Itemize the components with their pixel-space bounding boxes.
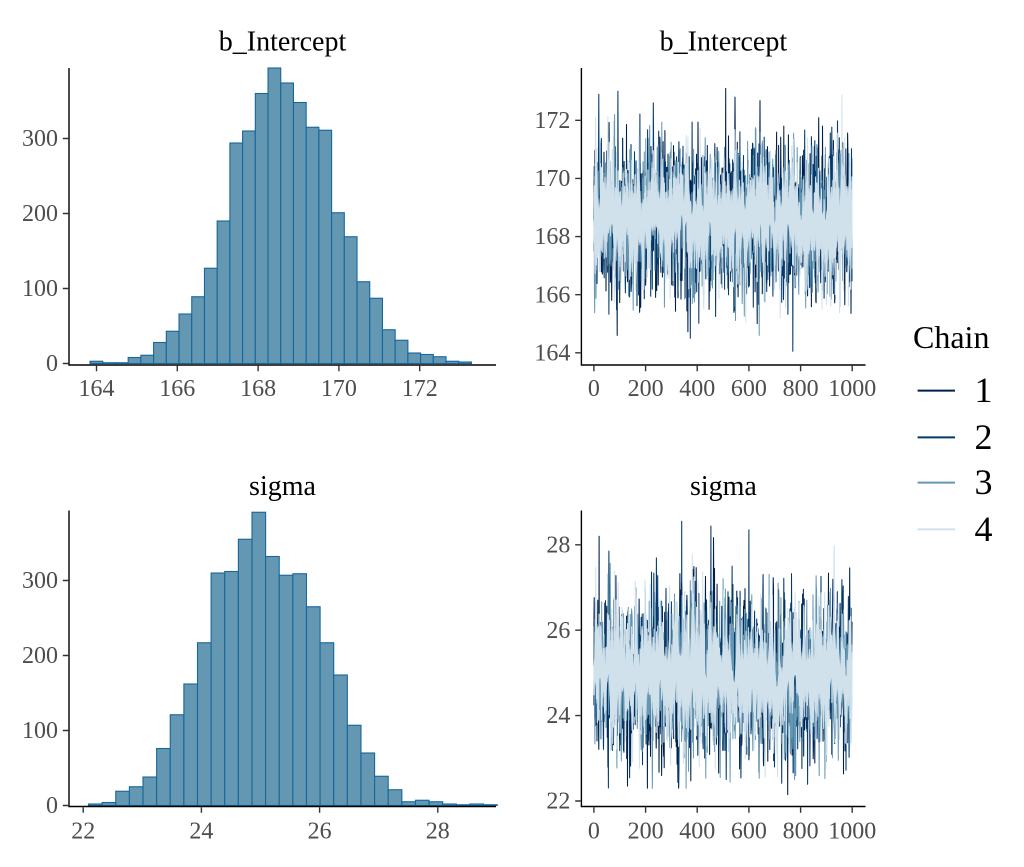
svg-text:0: 0 xyxy=(588,376,600,402)
svg-text:24: 24 xyxy=(546,703,570,729)
svg-text:28: 28 xyxy=(546,532,570,558)
svg-text:0: 0 xyxy=(46,793,58,819)
svg-text:sigma: sigma xyxy=(249,471,316,502)
svg-text:300: 300 xyxy=(22,126,58,152)
svg-text:28: 28 xyxy=(426,819,450,845)
svg-text:400: 400 xyxy=(679,376,715,402)
svg-text:170: 170 xyxy=(534,166,570,192)
svg-text:1: 1 xyxy=(975,370,993,410)
svg-text:200: 200 xyxy=(22,201,58,227)
svg-text:164: 164 xyxy=(79,376,115,402)
svg-text:600: 600 xyxy=(731,376,767,402)
svg-text:2: 2 xyxy=(975,417,993,457)
svg-text:3: 3 xyxy=(975,462,993,502)
svg-text:166: 166 xyxy=(159,376,195,402)
svg-text:164: 164 xyxy=(534,340,570,366)
svg-text:22: 22 xyxy=(71,819,95,845)
svg-text:100: 100 xyxy=(22,718,58,744)
svg-text:26: 26 xyxy=(308,819,332,845)
svg-text:b_Intercept: b_Intercept xyxy=(219,27,347,58)
svg-text:1000: 1000 xyxy=(828,819,876,845)
svg-text:26: 26 xyxy=(546,618,570,644)
svg-text:166: 166 xyxy=(534,282,570,308)
svg-text:168: 168 xyxy=(534,224,570,250)
svg-text:24: 24 xyxy=(189,819,213,845)
svg-text:172: 172 xyxy=(402,376,438,402)
svg-text:200: 200 xyxy=(22,643,58,669)
svg-text:168: 168 xyxy=(240,376,276,402)
svg-text:300: 300 xyxy=(22,568,58,594)
svg-text:100: 100 xyxy=(22,276,58,302)
svg-text:Chain: Chain xyxy=(913,319,989,355)
svg-text:170: 170 xyxy=(321,376,357,402)
svg-text:600: 600 xyxy=(731,819,767,845)
svg-text:200: 200 xyxy=(628,376,664,402)
svg-text:b_Intercept: b_Intercept xyxy=(660,27,788,58)
svg-text:sigma: sigma xyxy=(690,471,757,502)
svg-text:172: 172 xyxy=(534,108,570,134)
svg-text:22: 22 xyxy=(546,789,570,815)
svg-text:0: 0 xyxy=(588,819,600,845)
svg-text:400: 400 xyxy=(679,819,715,845)
svg-text:800: 800 xyxy=(783,819,819,845)
svg-text:200: 200 xyxy=(628,819,664,845)
svg-text:4: 4 xyxy=(975,509,993,549)
svg-text:1000: 1000 xyxy=(828,376,876,402)
svg-text:0: 0 xyxy=(46,351,58,377)
svg-text:800: 800 xyxy=(783,376,819,402)
